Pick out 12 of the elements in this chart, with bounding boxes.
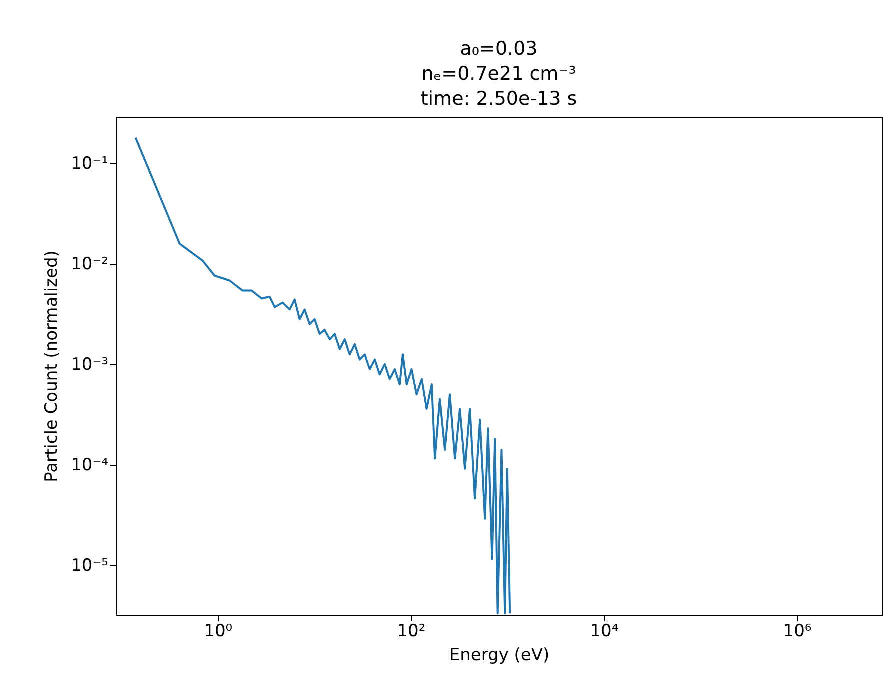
x-tick-label: 10⁰ <box>204 622 233 642</box>
x-tick-label: 10⁴ <box>590 622 619 642</box>
y-tick-label: 10⁻³ <box>71 354 108 375</box>
y-axis-title: Particle Count (normalized) <box>42 250 62 482</box>
y-tick-label: 10⁻⁴ <box>71 455 109 476</box>
x-axis-title: Energy (eV) <box>449 646 550 666</box>
y-tick-label: 10⁻¹ <box>71 154 108 174</box>
y-tick-label: 10⁻² <box>71 254 108 274</box>
y-tick-label: 10⁻⁵ <box>71 556 108 576</box>
x-tick-label: 10² <box>397 622 426 642</box>
x-tick-label: 10⁶ <box>783 622 812 642</box>
chart-title: a₀=0.03 nₑ=0.7e21 cm⁻³ time: 2.50e-13 s <box>420 38 578 110</box>
